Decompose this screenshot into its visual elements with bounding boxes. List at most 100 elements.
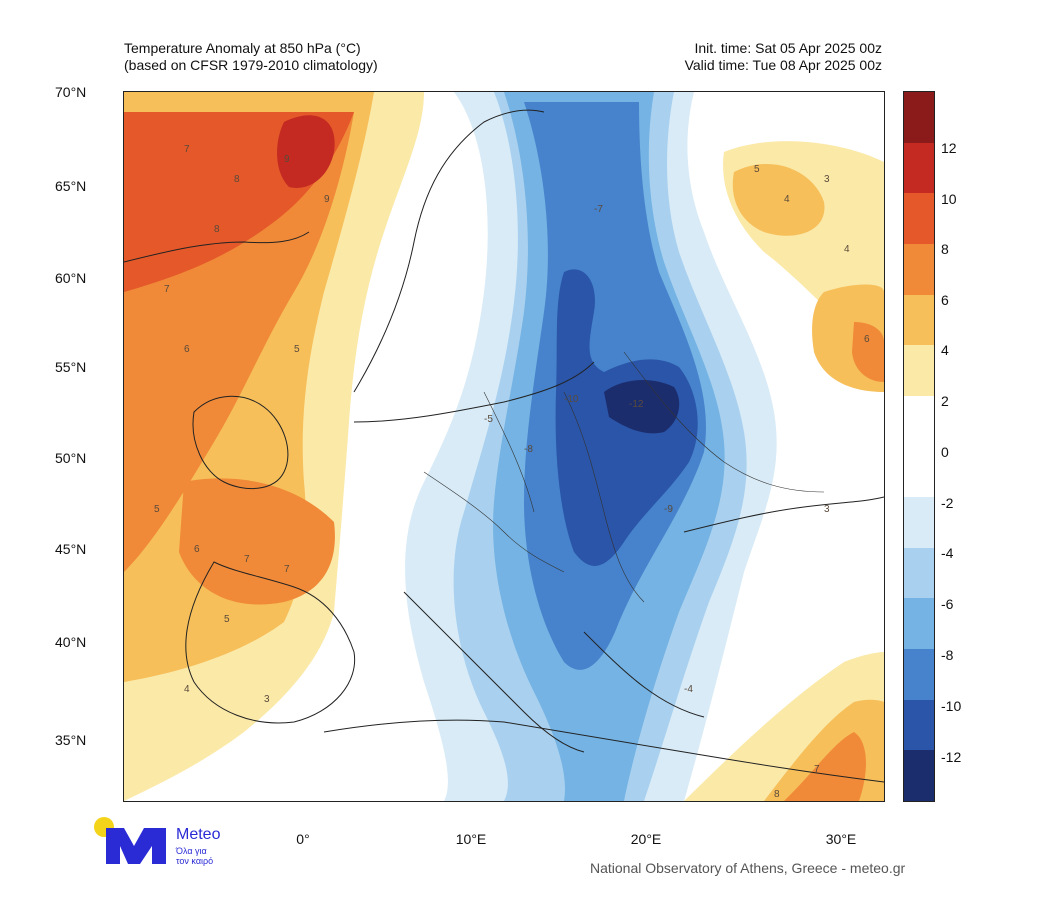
value-n-atl-8: 5: [294, 344, 300, 355]
anomaly-field: 7 8 9 9 8 7 6 5 5 6 7 7 5 4 3 -5 -8 -10 …: [124, 92, 884, 801]
cb-label-12: 12: [941, 140, 957, 156]
colorbar: [903, 91, 935, 802]
lon-label-20e: 20°E: [630, 831, 662, 847]
value-iberia-7: 3: [264, 694, 270, 705]
value-n-atl-7: 6: [184, 344, 190, 355]
value-east-4: 4: [844, 244, 850, 255]
value-n-atl-3: 9: [284, 154, 290, 165]
value-east-8: 8: [774, 789, 780, 800]
credit: National Observatory of Athens, Greece -…: [590, 860, 906, 876]
border-2: [483, 391, 535, 513]
value-n-atl-2: 8: [234, 174, 240, 185]
value-center-7: -4: [684, 684, 693, 695]
lat-label-40: 40°N: [55, 634, 87, 650]
value-n-atl-5: 8: [214, 224, 220, 235]
anomaly-map: 7 8 9 9 8 7 6 5 5 6 7 7 5 4 3 -5 -8 -10 …: [123, 91, 885, 802]
lon-label-0: 0°: [296, 831, 310, 847]
border-1: [423, 471, 565, 573]
logo-m-icon: [106, 828, 166, 864]
value-center-6: -7: [594, 204, 603, 215]
colorbar-swatch: [904, 243, 934, 295]
value-east-2: 4: [784, 194, 790, 205]
title-line-2: (based on CFSR 1979-2010 climatology): [124, 57, 378, 73]
lat-label-50: 50°N: [55, 450, 87, 466]
colorbar-swatch: [904, 446, 934, 498]
cb-label-4: 4: [941, 342, 949, 358]
chart-title: Temperature Anomaly at 850 hPa (°C) (bas…: [124, 40, 378, 74]
value-iberia-1: 5: [154, 504, 160, 515]
value-east-7: 7: [814, 764, 820, 775]
valid-time: Valid time: Tue 08 Apr 2025 00z: [684, 57, 882, 73]
logo-tagline-2: τον καιρό: [176, 856, 214, 866]
colorbar-swatch: [904, 345, 934, 396]
time-info: Init. time: Sat 05 Apr 2025 00z Valid ti…: [685, 40, 882, 74]
colorbar-swatch: [904, 750, 934, 801]
colorbar-swatch: [904, 598, 934, 650]
lat-label-35: 35°N: [55, 732, 87, 748]
north-europe-coast: [353, 361, 595, 423]
italy-coast: [403, 591, 585, 753]
logo-tagline: Όλα για τον καιρό: [176, 846, 213, 866]
value-center-4: -12: [629, 399, 644, 410]
value-n-atl-6: 7: [164, 284, 170, 295]
value-center-3: -10: [564, 394, 579, 405]
value-east-5: 3: [824, 504, 830, 515]
value-center-2: -8: [524, 444, 533, 455]
coastlines: [124, 109, 884, 783]
border-4: [623, 351, 825, 493]
logo-tagline-1: Όλα για: [176, 846, 207, 856]
uk-coast: [192, 395, 289, 490]
cb-label-m8: -8: [941, 647, 954, 663]
colorbar-swatch: [904, 193, 934, 244]
value-center-5: -9: [664, 504, 673, 515]
colorbar-swatch: [904, 92, 934, 143]
colorbar-swatch: [904, 395, 934, 447]
value-labels: 7 8 9 9 8 7 6 5 5 6 7 7 5 4 3 -5 -8 -10 …: [154, 144, 870, 800]
balkans-coast: [583, 631, 705, 718]
cold-zone-12-plus: [604, 380, 680, 434]
warm-zone-france: [179, 478, 335, 605]
colorbar-swatch: [904, 649, 934, 700]
value-iberia-2: 6: [194, 544, 200, 555]
value-east-3: 5: [754, 164, 760, 175]
value-center-1: -5: [484, 414, 493, 425]
title-line-1: Temperature Anomaly at 850 hPa (°C): [124, 40, 361, 56]
iceland-coast: [124, 231, 310, 263]
meteo-logo: [94, 817, 166, 864]
init-time: Init. time: Sat 05 Apr 2025 00z: [694, 40, 882, 56]
lat-label-45: 45°N: [55, 541, 87, 557]
borders: [423, 351, 825, 603]
cb-label-m6: -6: [941, 596, 954, 612]
cb-label-10: 10: [941, 191, 957, 207]
cb-label-6: 6: [941, 292, 949, 308]
se-warm-6-8: [784, 732, 866, 801]
cb-label-m10: -10: [941, 698, 962, 714]
value-n-atl-4: 9: [324, 194, 330, 205]
scandinavia-coast: [353, 109, 545, 393]
colorbar-swatch: [904, 294, 934, 346]
cb-label-m12: -12: [941, 749, 962, 765]
value-east-1: 3: [824, 174, 830, 185]
lon-label-10e: 10°E: [455, 831, 487, 847]
colorbar-swatch: [904, 699, 934, 751]
east-warm-6-8: [852, 322, 884, 382]
black-sea-coast: [683, 496, 884, 533]
value-east-6: 6: [864, 334, 870, 345]
iberia-coast: [185, 561, 356, 724]
logo-word: Meteo: [176, 826, 221, 843]
value-iberia-5: 5: [224, 614, 230, 625]
colorbar-swatch: [904, 142, 934, 194]
value-iberia-6: 4: [184, 684, 190, 695]
colorbar-swatch: [904, 497, 934, 548]
warm-zone-10-12: [277, 115, 335, 188]
border-3: [563, 391, 645, 603]
lat-label-60: 60°N: [55, 270, 87, 286]
value-iberia-4: 7: [284, 564, 290, 575]
colorbar-swatch: [904, 547, 934, 599]
east-warm-4-6: [732, 163, 825, 236]
lat-label-70: 70°N: [55, 84, 87, 100]
cb-label-8: 8: [941, 241, 949, 257]
cb-label-m4: -4: [941, 545, 954, 561]
lat-label-55: 55°N: [55, 359, 87, 375]
lat-label-65: 65°N: [55, 178, 87, 194]
